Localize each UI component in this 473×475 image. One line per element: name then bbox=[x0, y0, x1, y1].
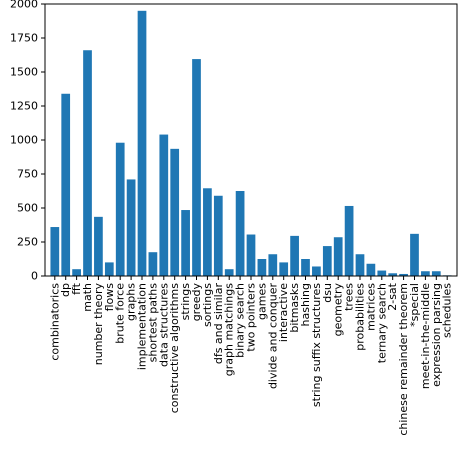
bar bbox=[366, 263, 376, 276]
bars-group bbox=[50, 10, 452, 277]
y-axis: 0 250 500 750 1000 1250 1500 1750 2000 bbox=[10, 0, 45, 283]
bar bbox=[344, 205, 354, 276]
bar bbox=[72, 269, 81, 276]
x-tick-label: interactive bbox=[277, 283, 290, 342]
x-tick-label: math bbox=[81, 283, 94, 312]
x-tick-label: meet-in-the-middle bbox=[419, 283, 432, 389]
x-tick-label: 2-sat bbox=[386, 282, 399, 310]
bar bbox=[83, 50, 92, 276]
bar bbox=[377, 270, 387, 276]
x-tick-label: expression parsing bbox=[430, 283, 443, 387]
x-tick-label: graphs bbox=[125, 283, 138, 321]
bar bbox=[333, 237, 343, 276]
x-tick-label: number theory bbox=[92, 283, 105, 366]
x-tick-label: geometry bbox=[332, 283, 345, 337]
x-tick-label: dfs and similar bbox=[212, 283, 225, 365]
bar bbox=[301, 259, 310, 276]
x-tick-label: games bbox=[255, 283, 268, 320]
x-tick-label: hashing bbox=[299, 283, 312, 326]
x-tick-label: divide and conquer bbox=[266, 283, 279, 390]
bar bbox=[159, 134, 169, 276]
x-tick-label: probabilities bbox=[353, 283, 366, 351]
bar bbox=[410, 233, 419, 276]
bar bbox=[203, 188, 212, 276]
y-tick-label: 750 bbox=[17, 168, 38, 181]
bar bbox=[192, 59, 201, 276]
bar bbox=[399, 273, 408, 276]
y-tick-label: 250 bbox=[17, 236, 38, 249]
bar bbox=[224, 269, 234, 276]
x-tick-label: chinese remainder theorem bbox=[397, 283, 410, 436]
bar bbox=[213, 195, 223, 276]
x-tick-label: ternary search bbox=[375, 283, 388, 363]
x-tick-label: greedy bbox=[190, 283, 203, 322]
y-tick-label: 0 bbox=[31, 270, 38, 283]
bar bbox=[94, 216, 103, 276]
bar bbox=[312, 266, 321, 276]
y-tick-label: 1250 bbox=[10, 100, 38, 113]
bar bbox=[268, 254, 278, 276]
x-tick-label: constructive algorithms bbox=[168, 283, 181, 414]
x-tick-label: dp bbox=[59, 283, 72, 297]
x-tick-label: dsu bbox=[321, 283, 334, 303]
x-tick-label: flows bbox=[103, 283, 116, 312]
bar bbox=[104, 262, 114, 276]
y-tick-label: 1000 bbox=[10, 134, 38, 147]
plot-frame bbox=[44, 3, 458, 277]
y-tick-label: 1750 bbox=[10, 32, 38, 45]
bar bbox=[290, 235, 299, 276]
bar bbox=[115, 142, 125, 276]
bar bbox=[388, 273, 398, 276]
x-tick-label: strings bbox=[179, 283, 192, 321]
x-tick-label: shortest paths bbox=[146, 283, 159, 363]
x-tick-label: binary search bbox=[234, 283, 247, 358]
x-tick-label: string suffix structures bbox=[310, 283, 323, 407]
bar bbox=[126, 179, 136, 276]
bar bbox=[170, 148, 180, 276]
bar bbox=[61, 93, 71, 276]
bar bbox=[148, 252, 158, 276]
y-tick-label: 1500 bbox=[10, 66, 38, 79]
x-tick-label: bitmasks bbox=[288, 283, 301, 333]
y-tick-label: 500 bbox=[17, 202, 38, 215]
bar bbox=[181, 210, 190, 276]
y-tick-label: 2000 bbox=[10, 0, 38, 11]
bar bbox=[235, 191, 245, 276]
x-tick-label: matrices bbox=[364, 283, 377, 331]
bar bbox=[50, 227, 60, 276]
x-tick-label: trees bbox=[343, 283, 356, 311]
bar bbox=[137, 10, 147, 277]
bar bbox=[279, 262, 289, 276]
bar bbox=[431, 271, 441, 276]
bar bbox=[322, 246, 332, 276]
bar bbox=[355, 254, 365, 276]
x-tick-label: combinatorics bbox=[48, 283, 61, 361]
x-tick-label: brute force bbox=[114, 283, 127, 344]
x-tick-label: graph matchings bbox=[223, 283, 236, 376]
x-tick-label: schedules bbox=[441, 283, 454, 338]
x-tick-label: two pointers bbox=[245, 283, 258, 352]
x-tick-label: *special bbox=[408, 283, 421, 327]
x-tick-label: fft bbox=[70, 282, 83, 295]
x-tick-label: implementation bbox=[136, 283, 149, 370]
x-tick-label: sortings bbox=[201, 283, 214, 327]
bar bbox=[246, 234, 256, 276]
bar bbox=[257, 259, 267, 276]
bar bbox=[421, 271, 430, 276]
x-tick-label: data structures bbox=[157, 283, 170, 367]
